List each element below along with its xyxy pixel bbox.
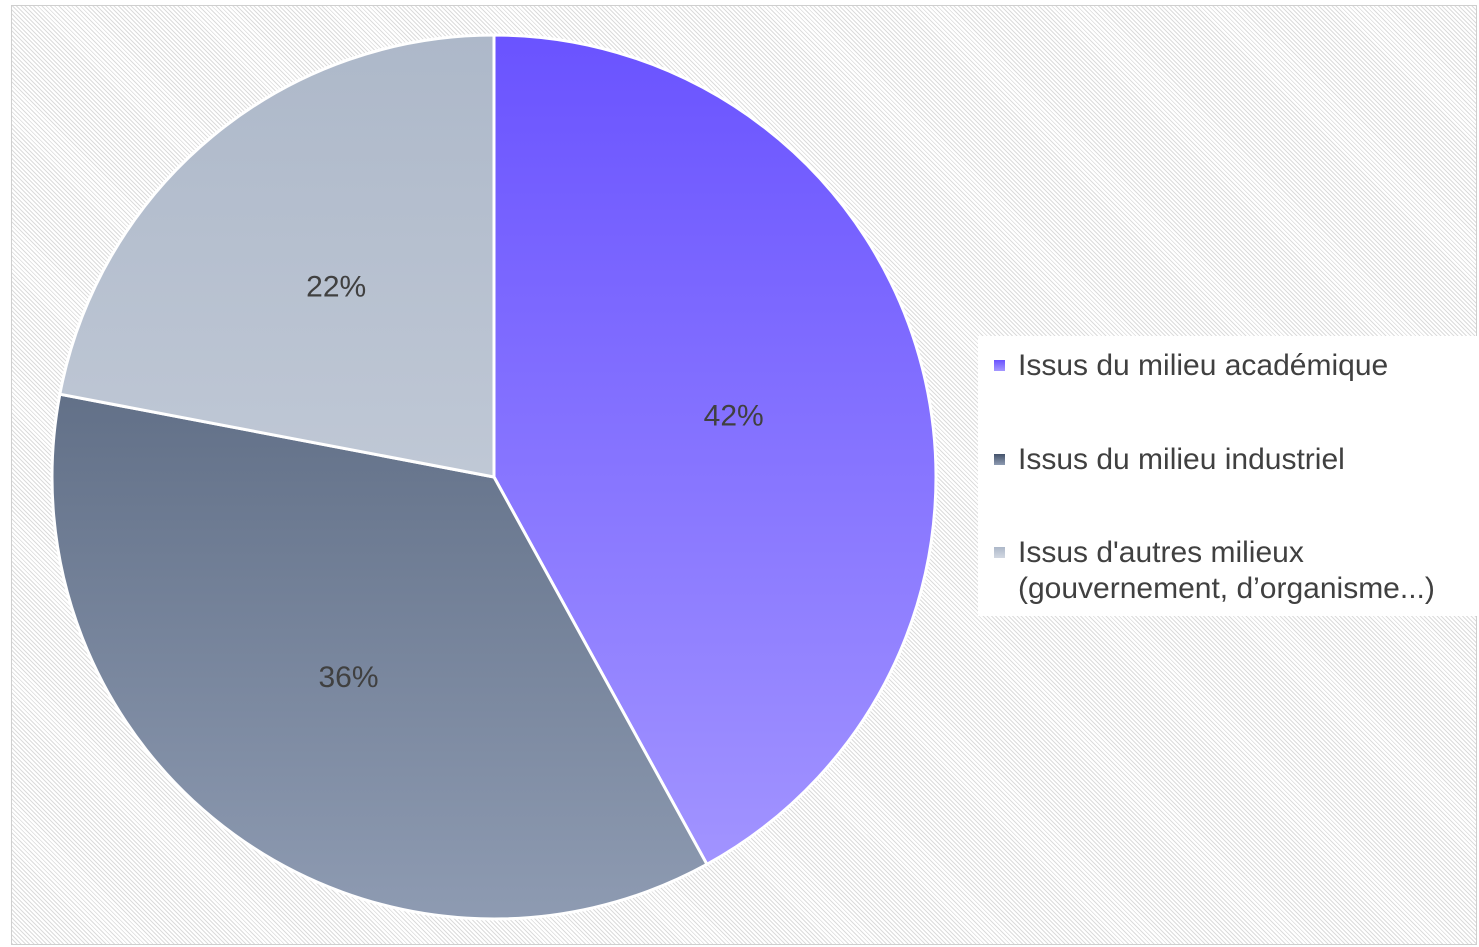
- data-label-industriel: 36%: [318, 661, 378, 694]
- legend-swatch-autres: [994, 547, 1005, 558]
- data-label-autres: 22%: [306, 270, 366, 303]
- data-label-academique: 42%: [704, 399, 764, 432]
- legend-item-industriel: Issus du milieu industriel: [994, 442, 1479, 478]
- legend-label-industriel: Issus du milieu industriel: [1018, 442, 1479, 478]
- legend-swatch-academique: [994, 360, 1005, 371]
- legend: Issus du milieu académique Issus du mili…: [978, 336, 1478, 616]
- legend-swatch-industriel: [994, 454, 1005, 465]
- legend-item-academique: Issus du milieu académique: [994, 348, 1479, 384]
- legend-label-autres: Issus d'autres milieux (gouvernement, d’…: [1018, 535, 1479, 607]
- legend-label-academique: Issus du milieu académique: [1018, 348, 1479, 384]
- legend-item-autres: Issus d'autres milieux (gouvernement, d’…: [994, 535, 1479, 607]
- pie-slices: [52, 35, 936, 919]
